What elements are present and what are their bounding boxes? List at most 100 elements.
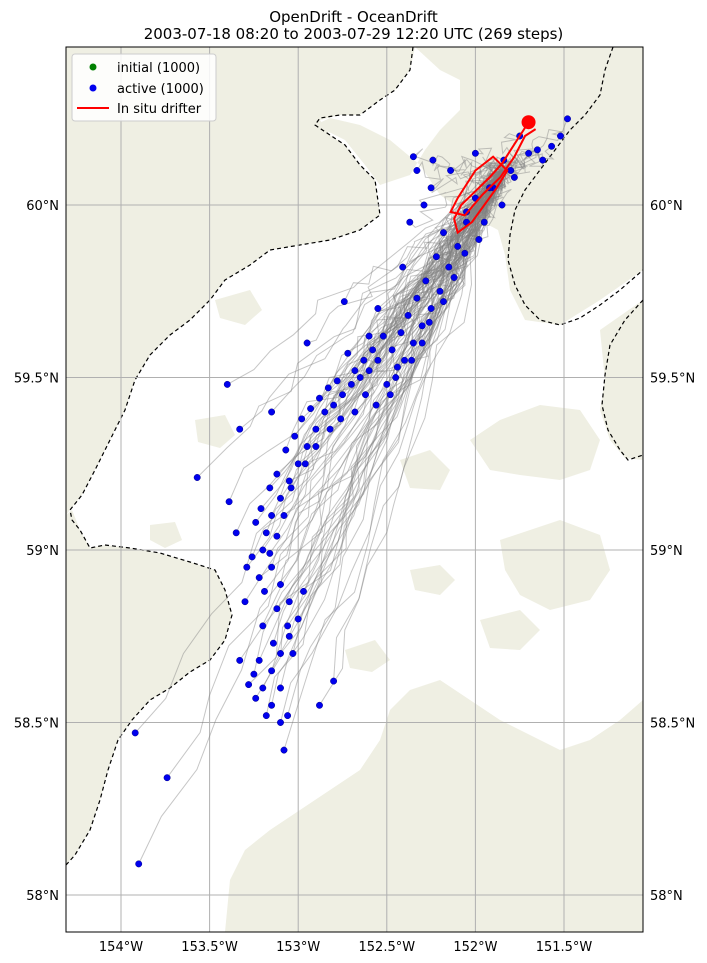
active-particle-point (347, 380, 355, 388)
active-particle-point (510, 173, 518, 181)
trajectory-line (301, 170, 503, 420)
active-particle-point (268, 408, 276, 416)
legend: initial (1000) active (1000) In situ dri… (71, 53, 217, 122)
active-particle-point (351, 408, 359, 416)
active-particle-point (408, 356, 416, 364)
active-particle-point (401, 356, 408, 364)
legend-box (71, 53, 217, 122)
active-particle-point (284, 712, 292, 720)
active-particle-point (413, 167, 421, 174)
land-kodiak (225, 680, 643, 932)
trajectory-line (196, 170, 503, 478)
active-particle-point (245, 681, 253, 689)
active-particle-point (285, 632, 293, 640)
active-particle-point (374, 356, 382, 364)
active-particle-point (269, 639, 277, 647)
trajectory-line (437, 170, 505, 303)
trajectory-line (418, 164, 503, 206)
trajectory-line (138, 170, 503, 865)
trajectory-line (368, 170, 503, 371)
active-particle-point (557, 132, 564, 140)
land-island-8 (150, 522, 182, 548)
trajectory-line (280, 170, 503, 723)
active-particle-point (257, 505, 265, 513)
trajectory-line (255, 170, 503, 699)
drifter-track (449, 121, 537, 235)
land-east (600, 300, 643, 460)
trajectory-line (501, 145, 555, 171)
trajectory-line (319, 170, 503, 706)
active-particle-point (406, 218, 414, 226)
active-particle-point (298, 415, 306, 423)
active-particle-point (330, 401, 338, 409)
active-particle-point (280, 512, 288, 519)
active-particle-point (316, 394, 323, 402)
active-particle-point (282, 446, 290, 454)
land-island-9 (548, 270, 600, 305)
active-particle-point (324, 384, 332, 392)
active-particle-point (422, 277, 430, 285)
active-particle-point (409, 339, 417, 347)
trajectory-line (372, 170, 503, 350)
active-particle-point (440, 298, 447, 306)
trajectory-line (276, 170, 503, 475)
active-particle-point (277, 650, 284, 657)
trajectory-line (396, 170, 503, 368)
active-particle-point (163, 774, 171, 782)
trajectory-line (280, 170, 503, 585)
active-particle-point (360, 356, 368, 364)
trajectory-line (248, 170, 503, 685)
active-particle-point (285, 477, 293, 485)
trajectory-line (416, 170, 503, 299)
active-particle-point (291, 432, 299, 440)
active-particle-point (255, 574, 263, 582)
land-island-10 (345, 640, 390, 672)
active-particle-point (420, 201, 428, 209)
land-island-7 (215, 290, 262, 325)
active-particle-point (447, 167, 455, 174)
trajectory-line (255, 170, 503, 523)
active-particle-point (312, 443, 320, 450)
active-particle-point (316, 701, 323, 709)
x-tick-label: 152.5°W (359, 940, 416, 955)
active-particle-point (236, 425, 244, 433)
trajectory-line (333, 170, 503, 682)
active-particle-point (280, 746, 288, 754)
trajectory-line (342, 170, 503, 395)
y-tick-label-left: 59°N (26, 544, 59, 559)
trajectory-line (280, 170, 503, 689)
active-particle-point (268, 512, 276, 519)
active-particle-point (250, 670, 258, 678)
trajectory-line (386, 170, 503, 385)
active-particle-point (223, 380, 231, 388)
map-title: OpenDrift - OceanDrift (269, 8, 438, 26)
boundary-east (507, 47, 643, 326)
land-peninsula (66, 510, 232, 865)
trajectory-line (405, 170, 503, 316)
trajectory-line (264, 170, 503, 592)
active-particle-point (471, 149, 479, 157)
active-particle-point (418, 339, 426, 347)
active-particle-point (277, 494, 284, 502)
trajectory-line (343, 170, 503, 302)
active-particle-point (450, 274, 458, 281)
active-particle-point (303, 443, 311, 450)
active-particle-point (312, 425, 320, 433)
active-particle-point (301, 460, 309, 468)
active-particle-point (374, 305, 382, 312)
trajectory-line (265, 170, 503, 533)
active-particle-point (369, 346, 377, 354)
land-island-3 (500, 520, 610, 610)
trajectory-line (354, 170, 503, 371)
y-tick-label-left: 58°N (26, 889, 59, 904)
active-particle-point (413, 294, 421, 302)
trajectory-line (450, 160, 503, 181)
active-particle-point (409, 153, 417, 161)
active-particle-point (548, 142, 556, 150)
active-particle-point (262, 712, 270, 720)
active-particle-point (445, 263, 453, 271)
land-island-6 (195, 415, 235, 448)
plot-frame (65, 46, 644, 933)
trajectory-line (454, 170, 503, 279)
y-tick-label-right: 59.5°N (650, 372, 695, 387)
